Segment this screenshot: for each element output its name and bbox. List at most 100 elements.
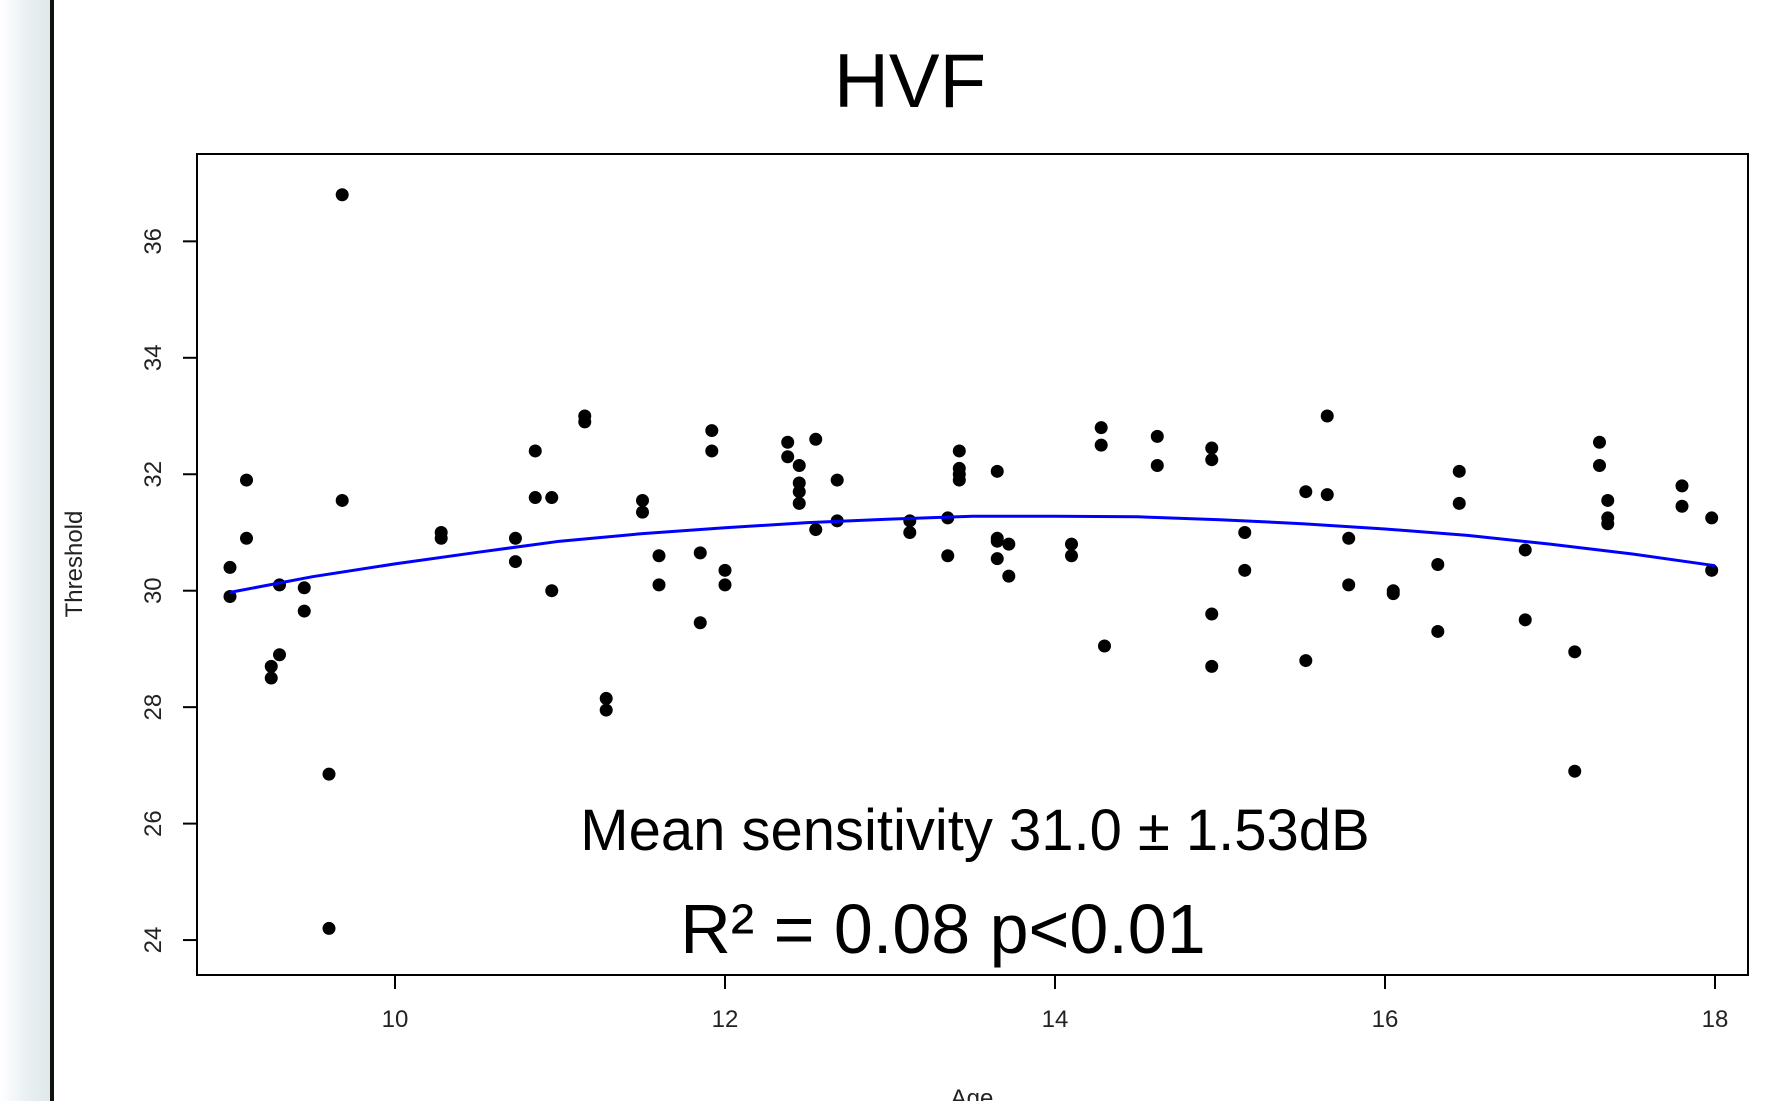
data-point: [1150, 459, 1164, 473]
data-point: [322, 921, 336, 935]
data-point: [952, 444, 966, 458]
data-point: [718, 578, 732, 592]
data-point: [990, 552, 1004, 566]
data-point: [693, 546, 707, 560]
data-point: [1452, 464, 1466, 478]
annotation-mean-sensitivity: Mean sensitivity 31.0 ± 1.53dB: [580, 798, 1370, 863]
data-point: [781, 435, 795, 449]
data-point: [1320, 488, 1334, 502]
annotation-r-squared: R² = 0.08 p<0.01: [680, 890, 1205, 968]
data-point: [599, 691, 613, 705]
data-point: [718, 563, 732, 577]
data-point: [545, 584, 559, 598]
y-tick-label: 24: [140, 927, 167, 954]
data-point: [705, 444, 719, 458]
data-point: [830, 473, 844, 487]
data-point: [1593, 435, 1606, 449]
data-point: [990, 534, 1004, 548]
x-tick-label: 10: [382, 1006, 409, 1033]
data-point: [1094, 438, 1108, 452]
data-point: [297, 581, 311, 595]
data-point: [1601, 517, 1615, 531]
data-point: [1205, 453, 1219, 467]
x-tick-label: 12: [712, 1006, 739, 1033]
data-point: [578, 415, 592, 429]
data-point: [1238, 563, 1252, 577]
data-point: [1675, 479, 1689, 493]
fit-curve: [229, 514, 1716, 594]
data-point: [903, 525, 917, 539]
y-axis: 24 26 28 30 32 34 36: [140, 228, 198, 954]
data-point: [990, 464, 1004, 478]
data-point: [693, 616, 707, 630]
data-point: [903, 514, 917, 528]
data-point: [1065, 537, 1078, 551]
data-points: [223, 188, 1719, 935]
data-point: [240, 531, 253, 545]
data-point: [792, 496, 806, 510]
data-point: [335, 493, 349, 507]
data-point: [1386, 587, 1400, 601]
data-point: [652, 549, 666, 563]
data-point: [809, 523, 823, 537]
data-point: [941, 549, 955, 563]
data-point: [1065, 549, 1078, 563]
data-point: [705, 424, 719, 438]
y-tick-label: 30: [140, 577, 167, 604]
slide-side-panel: [0, 0, 50, 1101]
data-point: [528, 444, 542, 458]
data-point: [1342, 531, 1356, 545]
data-point: [1518, 543, 1532, 557]
data-point: [652, 578, 666, 592]
data-point: [636, 493, 649, 507]
data-point: [240, 473, 253, 487]
data-point: [636, 505, 649, 519]
x-axis-label: Age: [951, 1085, 994, 1101]
data-point: [1568, 764, 1582, 778]
data-point: [1320, 409, 1334, 423]
data-point: [1205, 607, 1219, 621]
data-point: [1675, 499, 1689, 513]
chart-title: HVF: [834, 39, 986, 124]
data-point: [273, 648, 286, 662]
data-point: [1238, 525, 1252, 539]
data-point: [508, 555, 522, 569]
data-point: [1601, 493, 1615, 507]
data-point: [434, 531, 448, 545]
x-tick-label: 14: [1042, 1006, 1069, 1033]
data-point: [1705, 563, 1719, 577]
data-point: [335, 188, 349, 202]
data-point: [1205, 659, 1219, 673]
data-point: [781, 450, 795, 464]
data-point: [792, 459, 806, 473]
data-point: [264, 659, 278, 673]
data-point: [297, 604, 311, 618]
data-point: [1002, 537, 1016, 551]
data-point: [1593, 459, 1606, 473]
data-point: [508, 531, 522, 545]
x-tick-label: 16: [1372, 1006, 1399, 1033]
x-tick-label: 18: [1702, 1006, 1729, 1033]
data-point: [528, 491, 542, 505]
data-point: [1705, 511, 1719, 525]
data-point: [952, 473, 966, 487]
data-point: [792, 485, 806, 499]
data-point: [1568, 645, 1582, 659]
data-point: [1094, 421, 1108, 435]
slide-side-divider: [50, 0, 54, 1101]
data-point: [1452, 496, 1466, 510]
data-point: [322, 767, 336, 781]
data-point: [1342, 578, 1356, 592]
data-point: [264, 671, 278, 685]
data-point: [1150, 429, 1164, 443]
data-point: [599, 703, 613, 717]
y-axis-label: Threshold: [61, 511, 88, 618]
data-point: [1518, 613, 1532, 627]
data-point: [1002, 569, 1016, 583]
data-point: [1098, 639, 1111, 653]
data-point: [1431, 624, 1445, 638]
y-tick-label: 28: [140, 694, 167, 721]
data-point: [223, 560, 237, 574]
data-point: [809, 432, 823, 446]
